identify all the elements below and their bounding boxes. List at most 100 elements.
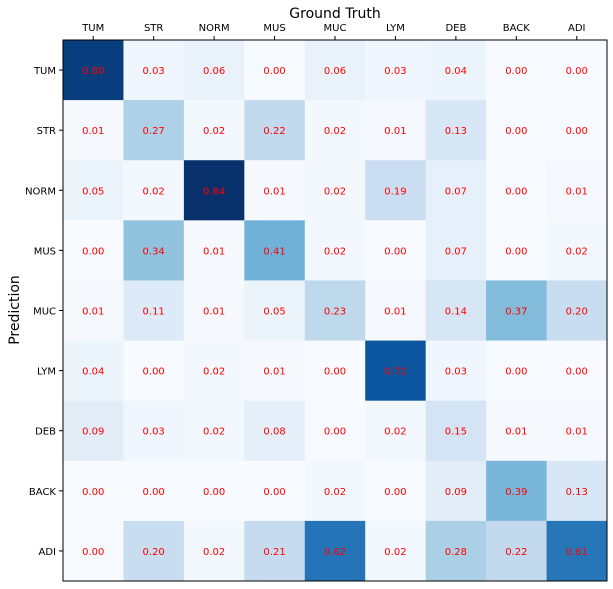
cell-value-label: 0.00 (324, 367, 346, 378)
cell-value-label: 0.01 (384, 126, 406, 137)
heatmap-cell (183, 520, 245, 582)
cell-value-label: 0.14 (445, 307, 467, 318)
y-axis-ticks: TUM STR NORM MUS MUC LYM DEB BACK ADI (25, 66, 63, 558)
cell-value-label: 0.00 (263, 66, 285, 77)
cell-value-label: 0.02 (324, 126, 346, 137)
cell-value-label: 0.03 (143, 66, 165, 77)
heatmap-cell (183, 340, 245, 402)
cell-value-label: 0.00 (505, 246, 527, 257)
cell-value-label: 0.02 (384, 547, 406, 558)
cell-value-label: 0.06 (324, 66, 346, 77)
cell-value-label: 0.13 (445, 126, 467, 137)
cell-value-label: 0.72 (384, 367, 406, 378)
cell-value-label: 0.28 (445, 547, 467, 558)
cell-value-label: 0.02 (143, 186, 165, 197)
heatmap-cell (425, 400, 487, 462)
cell-value-label: 0.39 (505, 487, 527, 498)
y-tick-label: BACK (29, 487, 57, 498)
cell-value-label: 0.01 (82, 307, 104, 318)
y-tick-label: MUS (34, 246, 56, 257)
heatmap-cell (546, 100, 608, 161)
heatmap-cell (365, 160, 427, 221)
heatmap-cell (425, 340, 487, 402)
cell-value-label: 0.01 (82, 126, 104, 137)
cell-value-label: 0.00 (505, 367, 527, 378)
cell-value-label: 0.21 (263, 547, 285, 558)
cell-value-label: 0.04 (445, 66, 467, 77)
cell-value-label: 0.02 (203, 367, 225, 378)
heatmap-cell (123, 40, 185, 101)
heatmap-cell (63, 520, 124, 582)
cell-value-label: 0.13 (566, 487, 588, 498)
heatmap-cell (546, 40, 608, 101)
heatmap-cell (63, 280, 124, 342)
heatmap-cell (123, 220, 185, 281)
heatmap-cell (123, 100, 185, 161)
heatmap-cell (425, 460, 487, 522)
cell-value-label: 0.00 (203, 487, 225, 498)
heatmap-cell (183, 460, 245, 522)
cell-value-label: 0.06 (203, 66, 225, 77)
cell-value-label: 0.34 (143, 246, 165, 257)
cell-value-label: 0.02 (203, 126, 225, 137)
heatmap-cell (304, 100, 366, 161)
cell-value-label: 0.00 (566, 126, 588, 137)
x-tick-label: TUM (81, 23, 104, 34)
heatmap-cell (365, 220, 427, 281)
heatmap-cell (486, 40, 548, 101)
cell-value-label: 0.00 (505, 66, 527, 77)
cell-value-label: 0.00 (384, 487, 406, 498)
cell-value-label: 0.19 (384, 186, 406, 197)
y-tick-label: ADI (39, 547, 57, 558)
cell-value-label: 0.00 (566, 66, 588, 77)
cell-value-label: 0.02 (324, 186, 346, 197)
cell-value-label: 0.00 (384, 246, 406, 257)
cell-value-label: 0.00 (505, 126, 527, 137)
heatmap-cell (365, 400, 427, 462)
heatmap-cell (365, 100, 427, 161)
cell-value-label: 0.01 (566, 186, 588, 197)
cell-value-label: 0.01 (566, 427, 588, 438)
cell-value-label: 0.00 (82, 487, 104, 498)
cell-value-label: 0.03 (143, 427, 165, 438)
heatmap-cell (244, 340, 306, 402)
x-tick-label: LYM (386, 23, 405, 34)
heatmap-cell (546, 280, 608, 342)
heatmap-cell (183, 280, 245, 342)
cell-value-label: 0.37 (505, 307, 527, 318)
cell-value-label: 0.00 (82, 547, 104, 558)
heatmap-cell (365, 340, 427, 402)
heatmap-cell (486, 160, 548, 221)
heatmap-cell (425, 160, 487, 221)
x-tick-label: DEB (445, 23, 466, 34)
heatmap-cell (486, 100, 548, 161)
cell-value-label: 0.80 (82, 66, 104, 77)
cell-value-label: 0.01 (203, 246, 225, 257)
cell-value-label: 0.20 (566, 307, 588, 318)
heatmap-cell (63, 460, 124, 522)
cell-value-label: 0.01 (203, 307, 225, 318)
cell-value-label: 0.11 (143, 307, 165, 318)
heatmap-cell (63, 40, 124, 101)
cell-value-label: 0.01 (263, 367, 285, 378)
heatmap-cell (183, 400, 245, 462)
heatmap-cell (486, 340, 548, 402)
cell-value-label: 0.05 (263, 307, 285, 318)
heatmap-cell (304, 280, 366, 342)
cell-value-label: 0.02 (203, 427, 225, 438)
heatmap-cell (365, 280, 427, 342)
cell-value-label: 0.00 (324, 427, 346, 438)
x-tick-label: MUS (263, 23, 285, 34)
cell-value-label: 0.01 (263, 186, 285, 197)
cell-value-label: 0.27 (143, 126, 165, 137)
heatmap-cell (63, 220, 124, 281)
x-tick-label: MUC (324, 23, 347, 34)
heatmap-cell (244, 400, 306, 462)
heatmap-cell (304, 220, 366, 281)
heatmap-cell (546, 400, 608, 462)
cell-value-label: 0.01 (505, 427, 527, 438)
y-tick-label: STR (37, 126, 56, 137)
heatmap-cell (486, 400, 548, 462)
heatmap-cell (365, 40, 427, 101)
heatmap-cell (123, 280, 185, 342)
